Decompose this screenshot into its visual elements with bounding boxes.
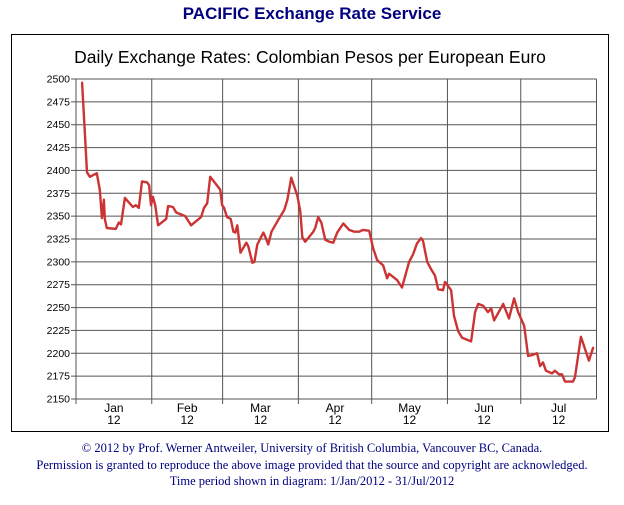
y-tick-label: 2300: [47, 256, 71, 268]
x-tick-label-year: 12: [403, 413, 417, 427]
page-title: PACIFIC Exchange Rate Service: [182, 4, 442, 23]
x-tick-label-month: Jun: [474, 401, 493, 415]
x-tick-label-month: May: [398, 401, 421, 415]
y-tick-label: 2450: [47, 119, 71, 131]
x-tick-label-year: 12: [477, 413, 491, 427]
y-tick-label: 2225: [47, 325, 71, 337]
y-axis: 2150 2175 2200 2225 2250 2275 2300 2325 2350 2375…: [47, 74, 76, 406]
permission-text: Permission is granted to reproduce the a…: [36, 457, 588, 472]
x-tick-label-month: Apr: [326, 401, 345, 415]
y-tick-label: 2475: [47, 96, 71, 108]
x-tick-label-month: Jan: [104, 401, 123, 415]
chart-frame: [11, 34, 609, 432]
time-period-text: Time period shown in diagram: 1/Jan/2012…: [169, 474, 455, 488]
y-tick-label: 2150: [47, 394, 71, 406]
x-tick-label-month: Jul: [551, 401, 566, 415]
x-tick-label-year: 12: [552, 413, 566, 427]
grid-layer: [75, 78, 597, 404]
series-layer: [80, 81, 595, 383]
y-tick-label: 2175: [47, 371, 71, 383]
x-tick-label-year: 12: [107, 413, 121, 427]
x-tick-label-month: Mar: [250, 401, 271, 415]
series-line: [80, 81, 595, 383]
x-tick-label-year: 12: [328, 413, 342, 427]
x-tick-label-year: 12: [254, 413, 268, 427]
chart-title: Daily Exchange Rates: Colombian Pesos pe…: [74, 47, 546, 67]
x-tick-label-year: 12: [181, 413, 195, 427]
y-tick-label: 2375: [47, 188, 71, 200]
y-tick-label: 2425: [47, 142, 71, 154]
x-tick-label-month: Feb: [177, 401, 198, 415]
y-tick-label: 2325: [47, 234, 71, 246]
y-tick-label: 2500: [47, 74, 71, 86]
y-tick-label: 2275: [47, 279, 71, 291]
y-tick-label: 2400: [47, 165, 71, 177]
y-tick-label: 2200: [47, 348, 71, 360]
y-tick-label: 2250: [47, 302, 71, 314]
y-tick-label: 2350: [47, 211, 71, 223]
copyright-text: © 2012 by Prof. Werner Antweiler, Univer…: [81, 441, 543, 455]
footer: © 2012 by Prof. Werner Antweiler, Univer…: [0, 440, 624, 490]
